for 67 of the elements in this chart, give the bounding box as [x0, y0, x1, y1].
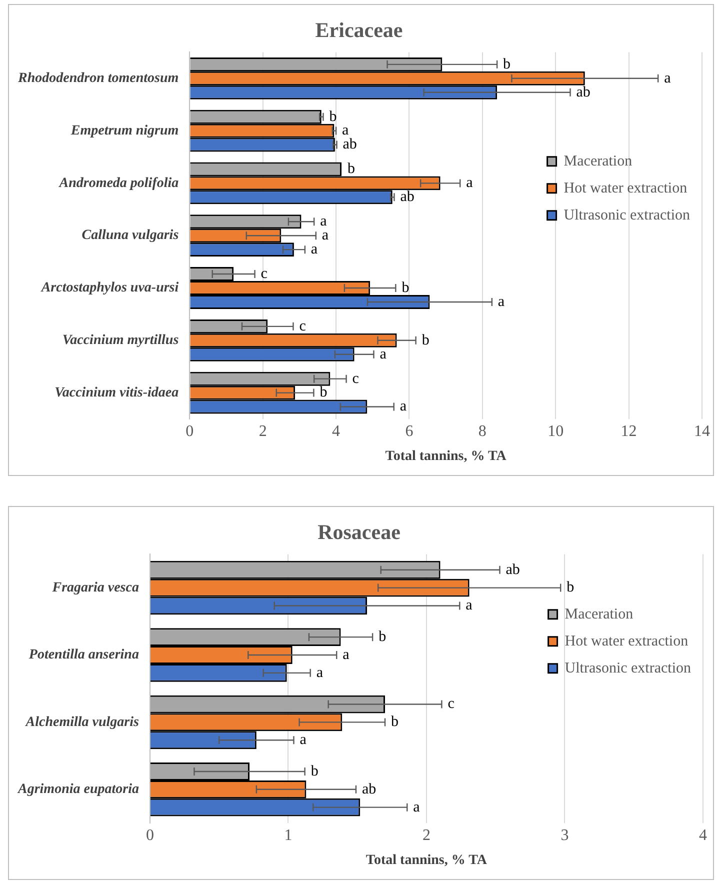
- x-tick-label: 3: [560, 826, 569, 844]
- annotation: ab: [342, 136, 357, 153]
- chart-title: Ericaceae: [315, 18, 403, 42]
- annotation: a: [300, 732, 307, 748]
- y-tick-label: Alchemilla vulgaris: [24, 714, 140, 730]
- annotation: b: [503, 56, 511, 72]
- annotation: a: [498, 294, 505, 310]
- annotation: c: [448, 696, 455, 712]
- annotation: a: [320, 214, 328, 230]
- annotation: ab: [506, 562, 520, 578]
- annotation: a: [342, 646, 350, 663]
- annotation: b: [320, 384, 328, 401]
- y-tick-label: Fragaria vesca: [51, 580, 139, 596]
- annotation: b: [378, 629, 386, 646]
- x-tick-label: 2: [258, 422, 267, 440]
- legend-label: Ultrasonic extraction: [564, 660, 692, 676]
- x-axis-title: Total tannins, % TA: [366, 853, 488, 868]
- annotation: b: [329, 108, 337, 125]
- annotation: b: [402, 280, 410, 296]
- annotation: b: [566, 580, 574, 596]
- x-tick-label: 2: [422, 826, 430, 844]
- annotation: b: [310, 763, 318, 780]
- y-tick-label: Potentilla anserina: [28, 648, 139, 663]
- y-tick-label: Vaccinium vitis-idaea: [54, 385, 179, 400]
- annotation: a: [664, 70, 672, 86]
- y-tick-label: Arctostaphylos uva-ursi: [40, 280, 179, 296]
- x-tick-label: 1: [284, 826, 292, 844]
- y-tick-label: Calluna vulgaris: [82, 228, 180, 244]
- annotation: ab: [400, 189, 414, 206]
- annotation: b: [422, 332, 430, 348]
- annotation: a: [400, 398, 407, 415]
- annotation: a: [316, 664, 324, 681]
- annotation: a: [380, 346, 387, 362]
- y-tick-label: Vaccinium myrtillus: [62, 333, 180, 348]
- x-tick-label: 4: [332, 422, 340, 440]
- annotation: a: [413, 799, 420, 816]
- annotation: ab: [576, 84, 590, 100]
- x-axis-title: Total tannins, % TA: [385, 449, 508, 464]
- annotation: b: [348, 161, 356, 178]
- y-tick-label: Rhododendron tomentosum: [16, 71, 179, 86]
- y-tick-label: Empetrum nigrum: [70, 123, 179, 138]
- annotation: c: [352, 370, 360, 387]
- legend-label: Ultrasonic extraction: [564, 207, 690, 224]
- annotation: a: [310, 242, 318, 258]
- annotation: a: [342, 122, 350, 139]
- y-tick-label: Andromeda polifolia: [58, 176, 179, 191]
- legend-label: Hot water extraction: [564, 180, 688, 196]
- legend-label: Maceration: [564, 153, 633, 170]
- legend-label: Hot water extraction: [564, 633, 689, 650]
- x-tick-label: 6: [405, 422, 414, 440]
- x-tick-label: 0: [146, 826, 154, 844]
- x-tick-label: 12: [620, 422, 637, 440]
- x-tick-label: 14: [694, 422, 710, 440]
- x-tick-label: 0: [186, 422, 194, 440]
- annotation: ab: [362, 781, 376, 798]
- x-tick-label: 4: [699, 826, 707, 844]
- y-tick-label: Agrimonia eupatoria: [17, 782, 139, 798]
- annotation: a: [466, 598, 473, 614]
- chart-title: Rosaceae: [318, 520, 400, 544]
- annotation: c: [299, 318, 306, 334]
- annotation: a: [466, 175, 474, 192]
- annotation: b: [391, 714, 399, 730]
- x-tick-label: 8: [478, 422, 486, 440]
- legend-label: Maceration: [564, 606, 634, 622]
- annotation: a: [322, 228, 329, 244]
- annotation: c: [260, 266, 268, 282]
- x-tick-label: 10: [548, 422, 564, 440]
